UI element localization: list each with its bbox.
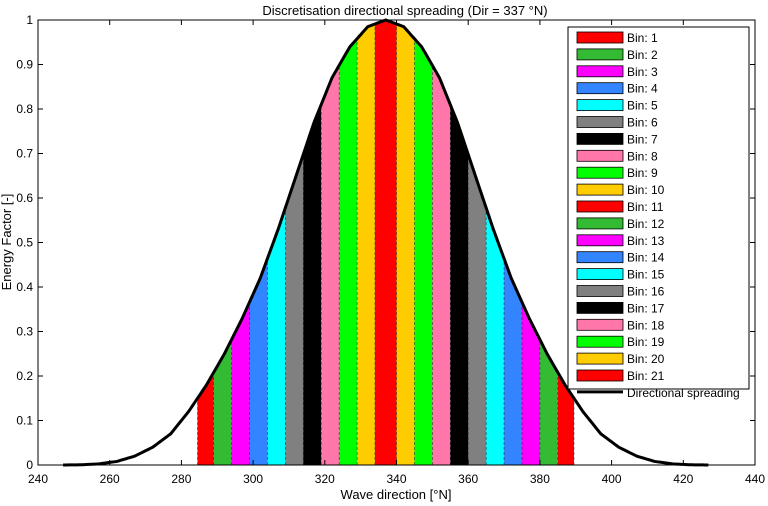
y-tick-label-9: 0.9 bbox=[16, 58, 33, 72]
x-axis-label: Wave direction [°N] bbox=[341, 487, 452, 502]
bin-9-strip-1 bbox=[339, 38, 358, 465]
legend-label-bin-3: Bin: 3 bbox=[627, 65, 658, 79]
legend-label-bin-15: Bin: 15 bbox=[627, 268, 665, 282]
legend-label-bin-17: Bin: 17 bbox=[627, 301, 665, 315]
y-tick-label-6: 0.6 bbox=[16, 191, 33, 205]
bin-6-strip-2 bbox=[468, 154, 487, 465]
legend-label-bin-4: Bin: 4 bbox=[627, 82, 658, 96]
bin-8-strip-1 bbox=[321, 65, 340, 465]
legend-swatch-bin-19 bbox=[576, 335, 624, 348]
legend-label-bin-6: Bin: 6 bbox=[627, 116, 658, 130]
bin-1-strip-2 bbox=[557, 372, 574, 465]
bin-2-strip-1 bbox=[213, 339, 232, 465]
bin-7-strip-1 bbox=[303, 104, 322, 466]
x-tick-label-2: 280 bbox=[171, 472, 191, 486]
legend-label-bin-5: Bin: 5 bbox=[627, 99, 658, 113]
legend-label-bin-16: Bin: 16 bbox=[627, 285, 665, 299]
bin-8-strip-2 bbox=[432, 65, 451, 465]
bin-10-strip-1 bbox=[357, 24, 375, 465]
chart-title: Discretisation directional spreading (Di… bbox=[262, 3, 547, 18]
y-tick-label-10: 1 bbox=[26, 13, 33, 27]
bin-5-strip-1 bbox=[267, 207, 286, 466]
x-tick-label-4: 320 bbox=[315, 472, 335, 486]
bin-6-strip-1 bbox=[285, 154, 304, 465]
legend-swatch-bin-7 bbox=[576, 132, 624, 145]
x-tick-label-0: 240 bbox=[28, 472, 48, 486]
x-tick-label-7: 380 bbox=[530, 472, 550, 486]
bin-4-strip-2 bbox=[504, 258, 522, 465]
bin-4-strip-1 bbox=[249, 258, 268, 465]
x-tick-label-3: 300 bbox=[243, 472, 263, 486]
bin-5-strip-2 bbox=[486, 207, 505, 466]
y-tick-label-3: 0.3 bbox=[16, 325, 33, 339]
bin-1-strip-1 bbox=[197, 372, 214, 465]
legend-swatch-bin-2 bbox=[576, 48, 624, 61]
x-tick-label-6: 360 bbox=[458, 472, 478, 486]
legend-label-bin-2: Bin: 2 bbox=[627, 48, 658, 62]
y-axis-label: Energy Factor [-] bbox=[0, 194, 14, 291]
bin-9-strip-2 bbox=[414, 38, 433, 465]
x-tick-label-8: 400 bbox=[602, 472, 622, 486]
legend-swatch-bin-8 bbox=[576, 149, 624, 162]
legend-swatch-bin-11 bbox=[576, 200, 624, 213]
x-tick-label-9: 420 bbox=[673, 472, 693, 486]
y-tick-label-2: 0.2 bbox=[16, 369, 33, 383]
bin-2-strip-2 bbox=[539, 339, 558, 465]
x-axis: 240 260 280 300 320 340 360 380 400 420 440 bbox=[28, 20, 765, 486]
legend-label-bin-7: Bin: 7 bbox=[627, 132, 658, 146]
legend-swatch-bin-3 bbox=[576, 65, 624, 78]
bin-3-strip-1 bbox=[231, 302, 250, 465]
bin-11-strip-1 bbox=[374, 20, 397, 465]
legend-swatch-bin-6 bbox=[576, 116, 624, 128]
legend-swatch-bin-5 bbox=[576, 99, 624, 111]
y-axis: 0 0.1 0.2 0.3 0.4 0.5 0.6 0.7 0.8 0.9 1 bbox=[16, 13, 755, 472]
x-tick-label-10: 440 bbox=[745, 472, 765, 486]
x-tick-label-1: 260 bbox=[100, 472, 120, 486]
bin-10-strip-2 bbox=[396, 24, 415, 465]
legend-swatch-bin-14 bbox=[576, 251, 624, 264]
legend-label-bin-10: Bin: 10 bbox=[627, 183, 665, 197]
legend-swatch-bin-18 bbox=[576, 318, 624, 331]
legend-swatch-bin-15 bbox=[576, 268, 624, 281]
legend: Bin: 1 Bin: 2 Bin: 3 Bin: 4 Bin: 5 Bin: 6 Bin:… bbox=[567, 26, 750, 400]
legend-label-bin-1: Bin: 1 bbox=[627, 31, 658, 45]
legend-label-bin-19: Bin: 19 bbox=[627, 335, 665, 349]
legend-label-bin-21: Bin: 21 bbox=[627, 369, 665, 383]
legend-swatch-bin-9 bbox=[576, 166, 624, 179]
legend-swatch-bin-10 bbox=[576, 183, 624, 196]
bin-strips bbox=[197, 20, 574, 466]
y-tick-label-1: 0.1 bbox=[16, 414, 33, 428]
legend-swatch-bin-21 bbox=[576, 369, 624, 382]
legend-label-bin-12: Bin: 12 bbox=[627, 217, 665, 231]
legend-label-bin-9: Bin: 9 bbox=[627, 166, 658, 180]
strip-dividers bbox=[197, 24, 575, 465]
legend-label-spreading: Directional spreading bbox=[627, 386, 740, 400]
legend-label-bin-13: Bin: 13 bbox=[627, 234, 665, 248]
legend-label-bin-14: Bin: 14 bbox=[627, 251, 665, 265]
legend-swatch-bin-20 bbox=[576, 352, 624, 365]
bin-3-strip-2 bbox=[521, 302, 540, 465]
y-tick-label-0: 0 bbox=[26, 458, 33, 472]
legend-swatch-bin-1 bbox=[576, 31, 624, 44]
x-tick-label-5: 340 bbox=[386, 472, 406, 486]
legend-swatch-bin-17 bbox=[576, 301, 624, 314]
y-tick-label-7: 0.7 bbox=[16, 147, 33, 161]
legend-label-bin-20: Bin: 20 bbox=[627, 352, 665, 366]
legend-swatch-bin-16 bbox=[576, 285, 624, 297]
legend-swatch-bin-13 bbox=[576, 234, 624, 247]
legend-label-bin-11: Bin: 11 bbox=[627, 200, 664, 214]
legend-swatch-bin-12 bbox=[576, 217, 624, 230]
legend-label-bin-18: Bin: 18 bbox=[627, 318, 665, 332]
y-tick-label-8: 0.8 bbox=[16, 102, 33, 116]
legend-swatch-bin-4 bbox=[576, 82, 624, 95]
y-tick-label-4: 0.4 bbox=[16, 280, 33, 294]
bin-7-strip-2 bbox=[450, 104, 469, 466]
legend-label-bin-8: Bin: 8 bbox=[627, 149, 658, 163]
y-tick-label-5: 0.5 bbox=[16, 236, 33, 250]
